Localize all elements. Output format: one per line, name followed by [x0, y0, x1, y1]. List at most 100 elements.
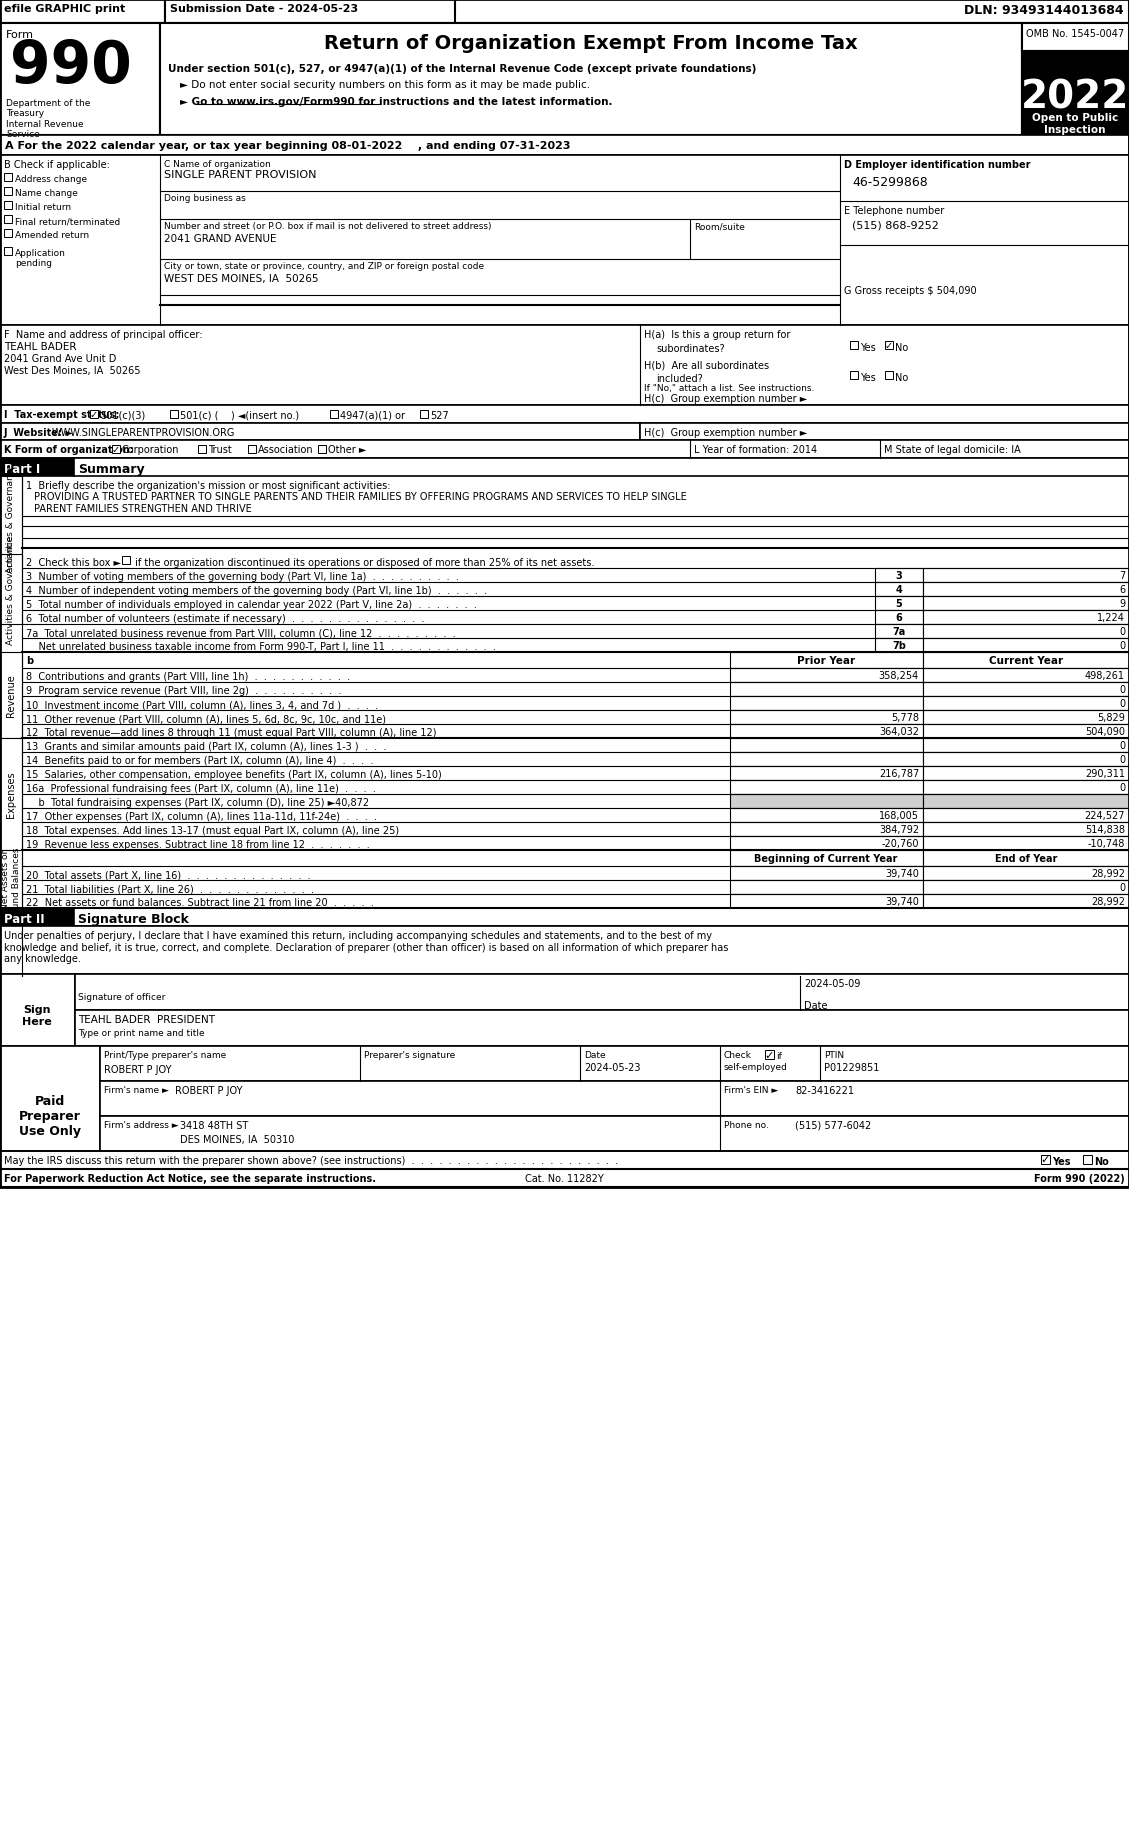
Text: Current Year: Current Year — [989, 655, 1064, 666]
Bar — [0, 135, 1129, 156]
Text: Print/Type preparer's name: Print/Type preparer's name — [104, 1050, 226, 1060]
Text: 28,992: 28,992 — [1091, 897, 1124, 906]
Text: 501(c) (    ) ◄(insert no.): 501(c) ( ) ◄(insert no.) — [180, 410, 299, 421]
Text: Under penalties of perjury, I declare that I have examined this return, includin: Under penalties of perjury, I declare th… — [5, 930, 728, 964]
Bar — [0, 156, 1129, 326]
Text: 9  Program service revenue (Part VIII, line 2g)  .  .  .  .  .  .  .  .  .  .: 9 Program service revenue (Part VIII, li… — [26, 686, 341, 695]
Text: Expenses: Expenses — [6, 770, 16, 818]
Bar — [730, 781, 924, 794]
Text: Part II: Part II — [5, 913, 45, 926]
Text: 3  Number of voting members of the governing body (Part VI, line 1a)  .  .  .  .: 3 Number of voting members of the govern… — [26, 571, 458, 582]
Text: Corporation: Corporation — [122, 445, 180, 454]
Bar — [0, 0, 165, 24]
Text: Other ►: Other ► — [329, 445, 367, 454]
Text: 2041 GRAND AVENUE: 2041 GRAND AVENUE — [164, 234, 277, 243]
Text: 5  Total number of individuals employed in calendar year 2022 (Part V, line 2a) : 5 Total number of individuals employed i… — [26, 600, 476, 609]
Bar — [420, 410, 428, 419]
Text: 0: 0 — [1119, 699, 1124, 708]
Text: For Paperwork Reduction Act Notice, see the separate instructions.: For Paperwork Reduction Act Notice, see … — [5, 1173, 376, 1184]
Bar — [924, 683, 1129, 697]
Text: Sign
Here: Sign Here — [23, 1005, 52, 1027]
Text: self-employed: self-employed — [724, 1063, 788, 1071]
Bar — [730, 710, 924, 725]
Bar — [730, 822, 924, 836]
Text: Yes: Yes — [860, 342, 876, 353]
Text: SINGLE PARENT PROVISION: SINGLE PARENT PROVISION — [164, 170, 316, 179]
Text: May the IRS discuss this return with the preparer shown above? (see instructions: May the IRS discuss this return with the… — [5, 1155, 618, 1166]
Text: 22  Net assets or fund balances. Subtract line 21 from line 20  .  .  .  .  .: 22 Net assets or fund balances. Subtract… — [26, 897, 374, 908]
Bar — [75, 1010, 1129, 1047]
Text: 13  Grants and similar amounts paid (Part IX, column (A), lines 1-3 )  .  .  .: 13 Grants and similar amounts paid (Part… — [26, 741, 386, 752]
Bar — [924, 836, 1129, 851]
Bar — [100, 1082, 1129, 1116]
Text: subordinates?: subordinates? — [656, 344, 725, 353]
Text: 28,992: 28,992 — [1091, 869, 1124, 878]
Text: Number and street (or P.O. box if mail is not delivered to street address): Number and street (or P.O. box if mail i… — [164, 221, 491, 231]
Text: 3418 48TH ST: 3418 48TH ST — [180, 1120, 248, 1131]
Bar — [1083, 1155, 1092, 1164]
Text: Trust: Trust — [208, 445, 231, 454]
Text: B Check if applicable:: B Check if applicable: — [5, 159, 110, 170]
Text: 1  Briefly describe the organization's mission or most significant activities:: 1 Briefly describe the organization's mi… — [26, 481, 391, 490]
Text: 504,090: 504,090 — [1085, 727, 1124, 737]
Text: 6: 6 — [1119, 584, 1124, 595]
Text: Summary: Summary — [78, 463, 145, 476]
Text: Preparer's signature: Preparer's signature — [364, 1050, 455, 1060]
Text: Net Assets or
Fund Balances: Net Assets or Fund Balances — [1, 847, 20, 911]
Text: 15  Salaries, other compensation, employee benefits (Part IX, column (A), lines : 15 Salaries, other compensation, employe… — [26, 770, 441, 780]
Text: 7b: 7b — [892, 640, 905, 651]
Text: 8  Contributions and grants (Part VIII, line 1h)  .  .  .  .  .  .  .  .  .  .  : 8 Contributions and grants (Part VIII, l… — [26, 672, 350, 681]
Text: Net unrelated business taxable income from Form 990-T, Part I, line 11  .  .  . : Net unrelated business taxable income fr… — [26, 642, 496, 651]
Text: L Year of formation: 2014: L Year of formation: 2014 — [694, 445, 817, 454]
Text: TEAHL BADER: TEAHL BADER — [5, 342, 77, 351]
Text: ✓: ✓ — [885, 340, 893, 351]
Text: 1,224: 1,224 — [1097, 613, 1124, 622]
Text: 2  Check this box ►: 2 Check this box ► — [26, 558, 121, 567]
Bar — [5, 188, 12, 196]
Text: Application
pending: Application pending — [15, 249, 65, 269]
Text: 14  Benefits paid to or for members (Part IX, column (A), line 4)  .  .  .  .: 14 Benefits paid to or for members (Part… — [26, 756, 374, 765]
Bar — [730, 653, 924, 668]
Text: Form 990 (2022): Form 990 (2022) — [1034, 1173, 1124, 1184]
Text: Yes: Yes — [1052, 1157, 1070, 1166]
Text: G Gross receipts $ 504,090: G Gross receipts $ 504,090 — [844, 285, 977, 296]
Text: 7a: 7a — [892, 626, 905, 637]
Text: Check: Check — [724, 1050, 752, 1060]
Bar — [730, 836, 924, 851]
Text: 0: 0 — [1119, 882, 1124, 893]
Text: 0: 0 — [1119, 783, 1124, 792]
Text: Return of Organization Exempt From Income Tax: Return of Organization Exempt From Incom… — [324, 35, 858, 53]
Text: 2024-05-09: 2024-05-09 — [804, 979, 860, 988]
Text: 358,254: 358,254 — [878, 670, 919, 681]
Text: 16a  Professional fundraising fees (Part IX, column (A), line 11e)  .  .  .  .: 16a Professional fundraising fees (Part … — [26, 783, 376, 794]
Bar — [0, 0, 1129, 24]
Text: Phone no.: Phone no. — [724, 1120, 769, 1129]
Bar — [924, 582, 1129, 597]
Text: PTIN: PTIN — [824, 1050, 844, 1060]
Text: (515) 577-6042: (515) 577-6042 — [795, 1120, 872, 1131]
Text: 10  Investment income (Part VIII, column (A), lines 3, 4, and 7d )  .  .  .  .: 10 Investment income (Part VIII, column … — [26, 699, 378, 710]
Text: Yes: Yes — [860, 373, 876, 382]
Bar — [100, 1047, 1129, 1082]
Text: Doing business as: Doing business as — [164, 194, 246, 203]
Text: if: if — [776, 1052, 782, 1060]
Bar — [0, 1047, 100, 1151]
Text: 364,032: 364,032 — [879, 727, 919, 737]
Text: 168,005: 168,005 — [879, 811, 919, 820]
Text: -20,760: -20,760 — [882, 838, 919, 849]
Text: 3: 3 — [895, 571, 902, 580]
Text: ✓: ✓ — [112, 445, 120, 454]
Bar — [1022, 110, 1129, 135]
Bar — [924, 851, 1129, 867]
Bar — [0, 459, 75, 478]
Bar — [924, 867, 1129, 880]
Text: 0: 0 — [1119, 754, 1124, 765]
Bar — [100, 1116, 1129, 1151]
Text: 501(c)(3): 501(c)(3) — [100, 410, 146, 421]
Text: 527: 527 — [430, 410, 448, 421]
Text: 82-3416221: 82-3416221 — [795, 1085, 854, 1096]
Text: End of Year: End of Year — [995, 853, 1057, 864]
Text: Firm's name ►: Firm's name ► — [104, 1085, 169, 1094]
Bar — [165, 0, 455, 24]
Bar — [1022, 51, 1129, 110]
